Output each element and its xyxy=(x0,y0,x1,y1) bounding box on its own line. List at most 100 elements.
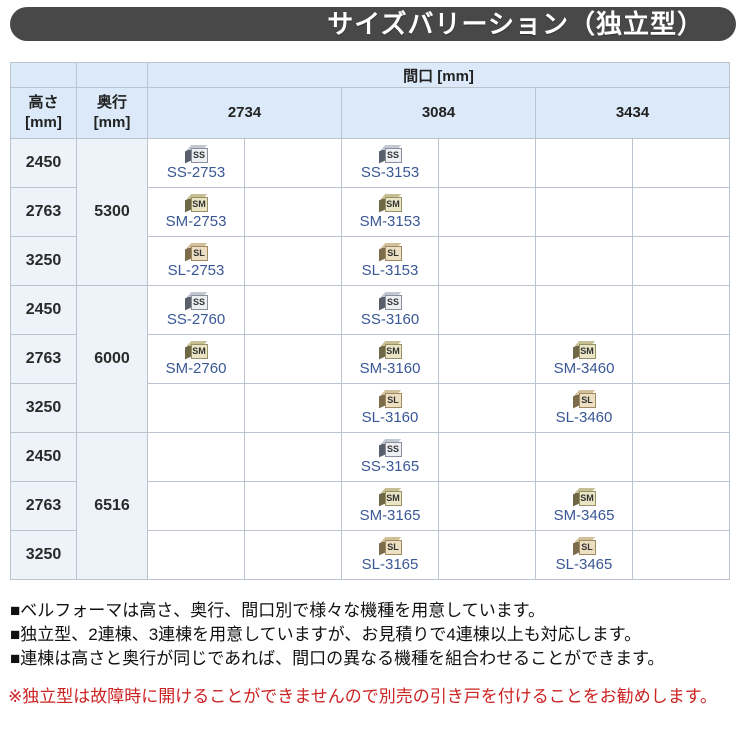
empty-cell xyxy=(438,530,536,580)
product-link[interactable]: SS SS-3153 xyxy=(361,144,419,182)
height-value: 2450 xyxy=(10,432,77,482)
table-row: 2763 SM SM-2760 SM SM-3160 SM SM-3460 xyxy=(10,334,731,384)
empty-cell xyxy=(244,530,342,580)
table-row: 2450 5300 SS SS-2753 SS SS-3153 xyxy=(10,138,731,286)
height-value: 3250 xyxy=(10,383,77,433)
empty-cell xyxy=(244,334,342,384)
empty-cell xyxy=(244,481,342,531)
empty-cell xyxy=(631,530,731,580)
empty-cell xyxy=(631,138,731,188)
empty-cell xyxy=(438,334,536,384)
shed-icon: SS xyxy=(184,144,209,164)
shed-icon: SM xyxy=(572,487,597,507)
empty-cell xyxy=(535,285,633,335)
height-value: 2450 xyxy=(10,285,77,335)
empty-cell xyxy=(535,138,633,188)
product-cell: SM SM-3460 xyxy=(535,334,633,384)
empty-cell xyxy=(244,383,342,433)
note-item: ■連棟は高さと奥行が同じであれば、間口の異なる機種を組合わせることができます。 xyxy=(10,649,665,668)
product-cell: SS SS-3160 xyxy=(341,285,439,335)
product-cell: SS SS-3153 xyxy=(341,138,439,188)
empty-cell xyxy=(535,187,633,237)
shed-icon: SM xyxy=(378,340,403,360)
product-link[interactable]: SL SL-3153 xyxy=(362,242,418,280)
product-link[interactable]: SM SM-3460 xyxy=(554,340,614,378)
product-link[interactable]: SL SL-3160 xyxy=(362,389,418,427)
product-link[interactable]: SS SS-2760 xyxy=(167,291,225,329)
header-width-group: 間口 [mm] xyxy=(146,62,731,88)
product-link[interactable]: SS SS-2753 xyxy=(167,144,225,182)
note-item: ■ベルフォーマは高さ、奥行、間口別で様々な機種を用意しています。 xyxy=(10,601,546,620)
table-row: 3250 SL SL-3160 SL SL-3460 xyxy=(10,383,731,433)
empty-cell xyxy=(631,187,731,237)
product-link[interactable]: SM SM-2753 xyxy=(166,193,226,231)
notes-list: ■ベルフォーマは高さ、奥行、間口別で様々な機種を用意しています。 ■独立型、2連… xyxy=(10,599,740,671)
product-cell: SM SM-2760 xyxy=(147,334,245,384)
empty-cell xyxy=(244,432,342,482)
empty-cell xyxy=(631,334,731,384)
empty-cell xyxy=(438,236,536,286)
shed-icon: SL xyxy=(378,242,403,262)
empty-cell xyxy=(631,285,731,335)
depth-value: 6516 xyxy=(76,432,148,580)
product-link[interactable]: SL SL-3465 xyxy=(556,536,612,574)
product-link[interactable]: SL SL-2753 xyxy=(168,242,224,280)
product-cell: SL SL-3153 xyxy=(341,236,439,286)
product-link[interactable]: SM SM-2760 xyxy=(166,340,226,378)
empty-cell xyxy=(631,236,731,286)
header-corner-blank xyxy=(10,62,77,88)
empty-cell xyxy=(631,383,731,433)
height-value: 3250 xyxy=(10,236,77,286)
empty-cell xyxy=(535,432,633,482)
product-link[interactable]: SL SL-3460 xyxy=(556,389,612,427)
table-row: 3250 SL SL-2753 SL SL-3153 xyxy=(10,236,731,286)
height-value: 2450 xyxy=(10,138,77,188)
empty-cell xyxy=(147,481,245,531)
shed-icon: SM xyxy=(378,487,403,507)
product-cell: SS SS-3165 xyxy=(341,432,439,482)
shed-icon: SM xyxy=(378,193,403,213)
empty-cell xyxy=(244,138,342,188)
product-cell: SM SM-3165 xyxy=(341,481,439,531)
header-depth: 奥行 [mm] xyxy=(76,87,148,139)
product-cell: SM SM-3465 xyxy=(535,481,633,531)
note-item: ■独立型、2連棟、3連棟を用意していますが、お見積りで4連棟以上も対応します。 xyxy=(10,625,642,644)
product-link[interactable]: SM SM-3165 xyxy=(360,487,420,525)
product-link[interactable]: SM SM-3465 xyxy=(554,487,614,525)
empty-cell xyxy=(244,236,342,286)
product-cell: SM SM-3153 xyxy=(341,187,439,237)
size-variation-table: 間口 [mm] 高さ [mm] 奥行 [mm] 2734 3084 3434 2… xyxy=(10,62,731,580)
product-cell: SS SS-2760 xyxy=(147,285,245,335)
product-link[interactable]: SL SL-3165 xyxy=(362,536,418,574)
product-cell: SL SL-2753 xyxy=(147,236,245,286)
height-value: 2763 xyxy=(10,481,77,531)
product-link[interactable]: SS SS-3165 xyxy=(361,438,419,476)
shed-icon: SS xyxy=(378,438,403,458)
empty-cell xyxy=(147,530,245,580)
product-cell: SM SM-2753 xyxy=(147,187,245,237)
shed-icon: SL xyxy=(572,389,597,409)
header-width-2734: 2734 xyxy=(147,87,342,139)
height-value: 2763 xyxy=(10,334,77,384)
product-cell: SM SM-3160 xyxy=(341,334,439,384)
product-link[interactable]: SS SS-3160 xyxy=(361,291,419,329)
shed-icon: SM xyxy=(184,340,209,360)
height-value: 3250 xyxy=(10,530,77,580)
table-row: 2450 6000 SS SS-2760 SS SS-3160 xyxy=(10,285,731,433)
product-link[interactable]: SM SM-3160 xyxy=(360,340,420,378)
height-value: 2763 xyxy=(10,187,77,237)
table-row: 2450 6516 SS SS-3165 xyxy=(10,432,731,580)
empty-cell xyxy=(244,285,342,335)
empty-cell xyxy=(631,481,731,531)
empty-cell xyxy=(147,432,245,482)
table-row: 2763 SM SM-2753 SM SM-3153 xyxy=(10,187,731,237)
empty-cell xyxy=(244,187,342,237)
header-height: 高さ [mm] xyxy=(10,87,77,139)
shed-icon: SL xyxy=(378,536,403,556)
shed-icon: SM xyxy=(184,193,209,213)
depth-value: 6000 xyxy=(76,285,148,433)
product-link[interactable]: SM SM-3153 xyxy=(360,193,420,231)
shed-icon: SL xyxy=(572,536,597,556)
product-cell: SL SL-3460 xyxy=(535,383,633,433)
product-cell: SL SL-3160 xyxy=(341,383,439,433)
